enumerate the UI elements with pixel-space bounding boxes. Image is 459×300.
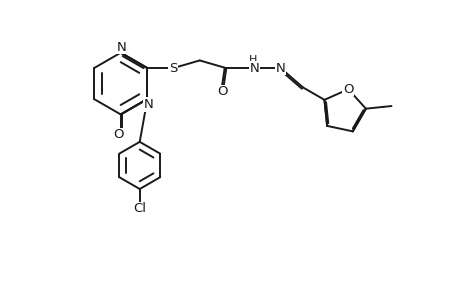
Text: N: N [143, 98, 153, 111]
Text: Cl: Cl [133, 202, 146, 215]
Text: O: O [342, 83, 353, 96]
Text: O: O [217, 85, 228, 98]
Text: N: N [249, 61, 258, 75]
Text: O: O [113, 128, 124, 142]
Text: N: N [117, 40, 126, 54]
Text: N: N [275, 61, 285, 75]
Text: H: H [249, 56, 257, 65]
Text: S: S [168, 61, 177, 75]
